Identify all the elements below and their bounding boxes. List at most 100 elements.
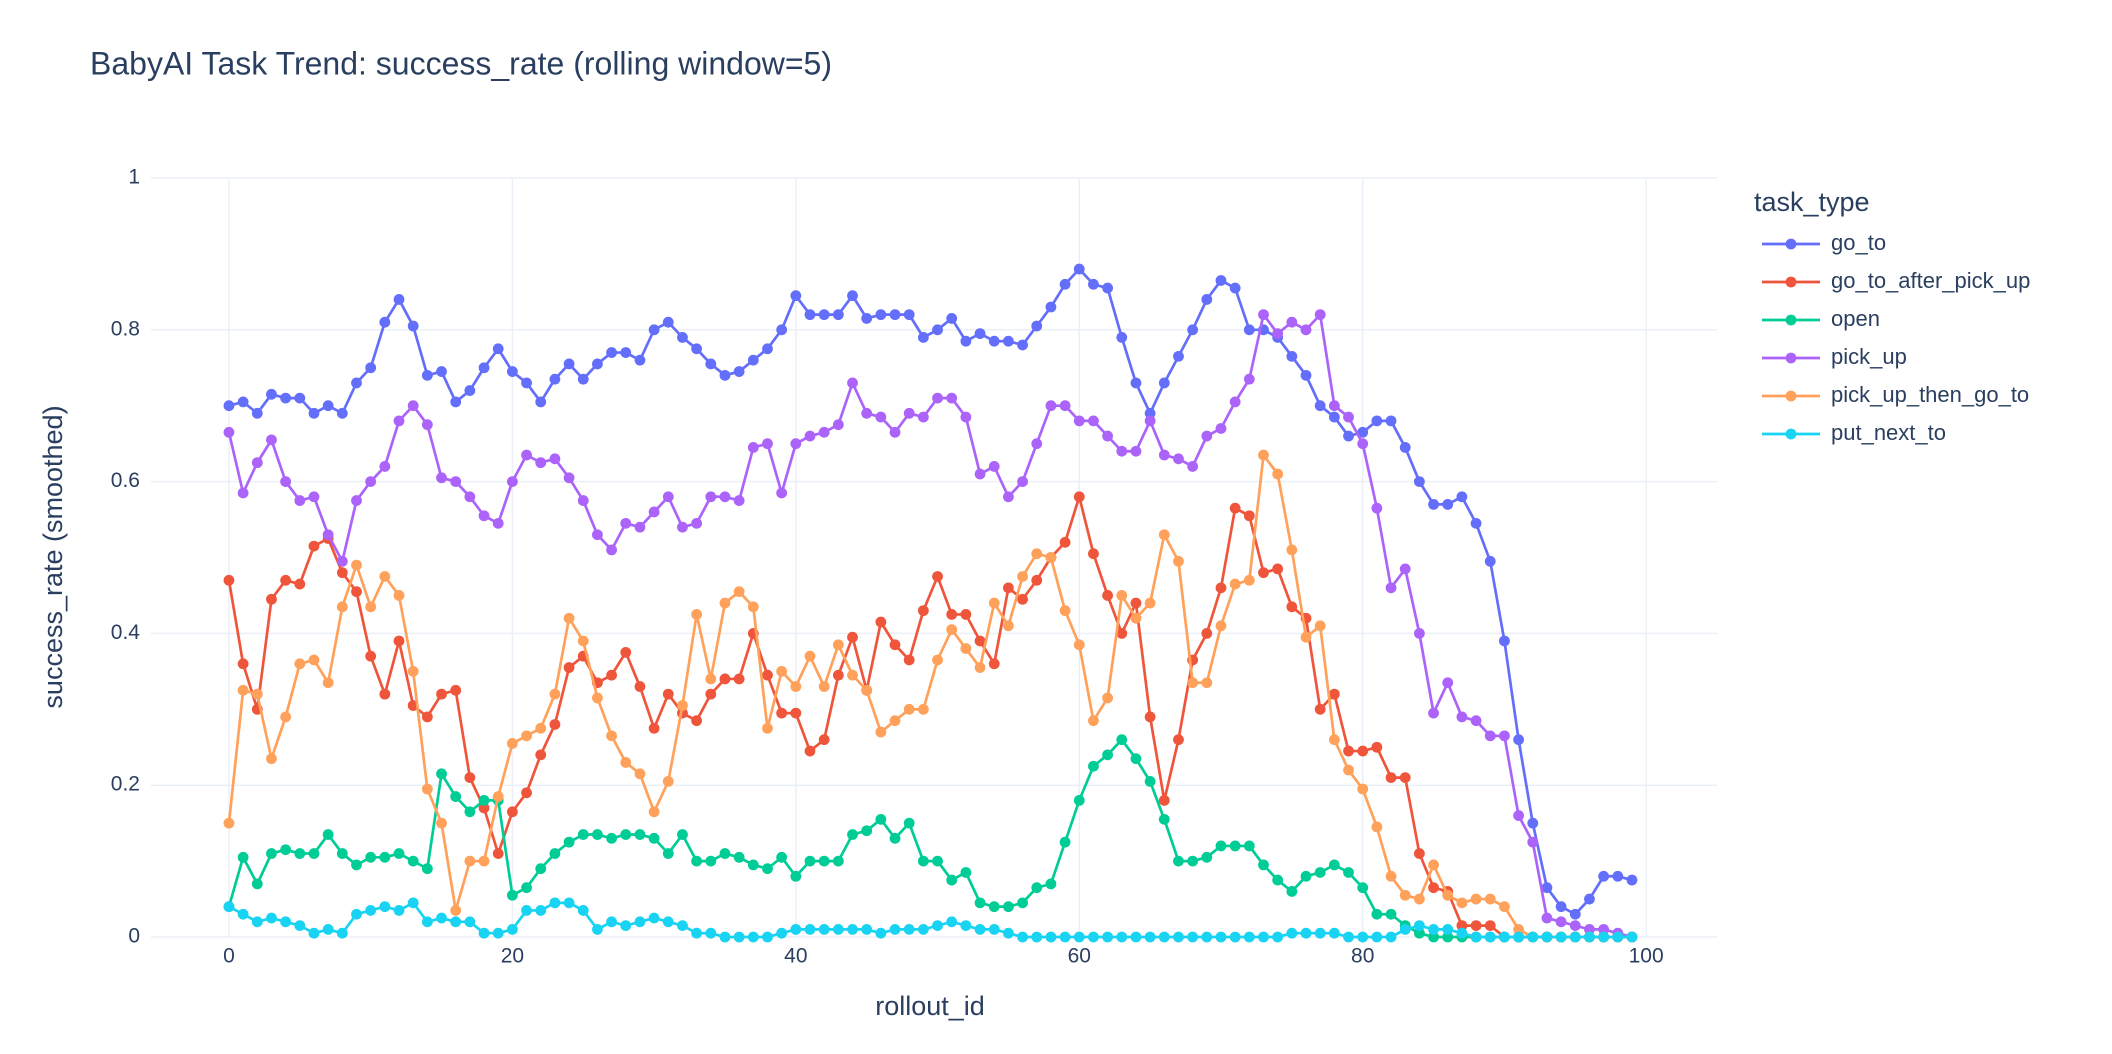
data-point [1569, 908, 1581, 920]
data-point [1158, 813, 1170, 825]
data-point [521, 730, 532, 742]
data-point [450, 396, 462, 408]
data-point [1215, 423, 1227, 434]
data-point [1158, 529, 1170, 541]
data-point [1215, 275, 1227, 286]
data-point [790, 870, 802, 882]
data-point [1357, 745, 1369, 757]
data-point [464, 916, 476, 928]
data-point [407, 855, 419, 867]
data-point [1088, 715, 1099, 727]
data-point [648, 506, 660, 518]
data-point [1428, 859, 1439, 871]
data-point [620, 829, 632, 840]
data-point [776, 707, 788, 719]
data-point [421, 916, 433, 928]
data-point [691, 855, 703, 867]
data-point [1031, 438, 1043, 450]
data-point [1413, 476, 1425, 487]
data-point [1272, 563, 1284, 575]
data-point [1116, 590, 1128, 601]
y-tick-label: 0.2 [111, 773, 140, 796]
data-point [974, 662, 986, 673]
data-point [1598, 924, 1610, 935]
legend-label: open [1831, 306, 1880, 331]
data-point [932, 855, 943, 867]
data-point [1328, 927, 1340, 939]
legend-marker [1785, 352, 1797, 364]
data-point [762, 669, 773, 681]
data-point [974, 635, 986, 647]
data-point [1215, 931, 1227, 943]
legend-marker [1785, 390, 1797, 402]
data-point [1612, 870, 1624, 882]
data-point [577, 495, 589, 506]
data-point [662, 848, 674, 859]
data-point [266, 434, 277, 446]
data-point [932, 392, 943, 404]
data-point [1385, 415, 1397, 427]
data-point [1499, 635, 1510, 647]
data-point [818, 855, 830, 867]
data-point [280, 844, 292, 856]
data-point [889, 309, 901, 321]
data-point [974, 924, 986, 935]
data-point [634, 768, 646, 780]
data-point [1088, 415, 1099, 427]
data-point [1102, 282, 1114, 294]
data-point [464, 806, 476, 818]
chart-title: BabyAI Task Trend: success_rate (rolling… [90, 45, 832, 81]
data-point [1258, 309, 1269, 321]
legend-label: pick_up [1831, 344, 1907, 369]
data-point [988, 335, 1000, 347]
data-point [294, 848, 306, 859]
data-point [421, 711, 433, 723]
data-point [804, 745, 816, 757]
data-point [1201, 294, 1213, 305]
data-point [492, 791, 504, 802]
series-line [227, 453, 1632, 939]
data-point [1158, 794, 1170, 806]
data-point [1584, 893, 1595, 905]
data-point [365, 601, 377, 613]
data-point [1541, 882, 1553, 894]
data-point [790, 438, 802, 450]
legend-label: put_next_to [1831, 420, 1946, 445]
data-point [818, 426, 830, 438]
data-point [1555, 901, 1567, 913]
data-point [1187, 931, 1199, 943]
x-axis-title: rollout_id [875, 991, 985, 1021]
x-tick-label: 20 [501, 945, 524, 968]
data-point [1314, 400, 1326, 412]
data-point [351, 908, 362, 920]
data-point [237, 658, 249, 670]
data-point [1003, 582, 1014, 594]
data-point [1357, 426, 1369, 438]
data-point [521, 449, 532, 461]
data-point [223, 901, 235, 913]
data-point [1343, 745, 1354, 757]
data-point [988, 597, 1000, 609]
data-point [1428, 924, 1439, 935]
data-point [1102, 692, 1114, 704]
data-point [1003, 335, 1014, 347]
data-point [677, 700, 688, 711]
data-point [1413, 628, 1425, 639]
data-point [988, 461, 1000, 472]
legend-marker [1785, 428, 1797, 440]
data-point [1173, 855, 1184, 867]
data-point [1130, 931, 1142, 943]
data-point [535, 457, 547, 469]
data-point [847, 290, 858, 302]
data-point [1385, 582, 1397, 594]
data-point [379, 901, 391, 913]
data-point [1243, 324, 1255, 336]
data-point [1484, 931, 1496, 943]
data-point [790, 924, 802, 935]
y-tick-label: 0.6 [111, 469, 140, 492]
data-point [1314, 703, 1326, 715]
data-point [847, 669, 858, 681]
data-point [1088, 931, 1099, 943]
data-point [1300, 927, 1312, 939]
data-point [1173, 350, 1184, 362]
